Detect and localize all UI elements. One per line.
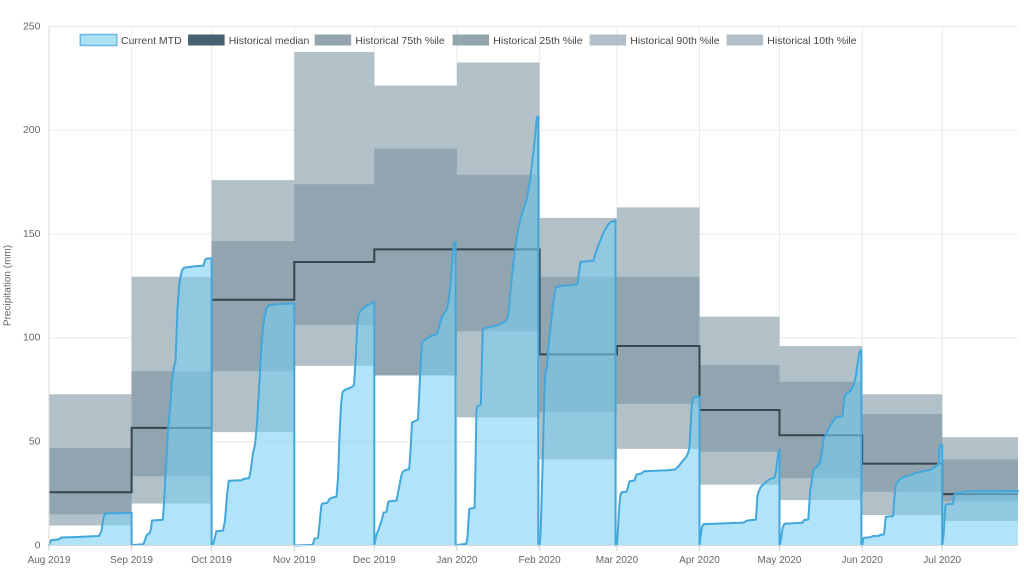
svg-text:200: 200 (23, 124, 41, 136)
svg-text:Historical 75th %ile: Historical 75th %ile (355, 35, 444, 47)
svg-text:Mar 2020: Mar 2020 (596, 555, 639, 566)
svg-text:150: 150 (23, 228, 41, 240)
svg-text:Current MTD: Current MTD (121, 35, 182, 47)
svg-text:Historical 90th %ile: Historical 90th %ile (630, 35, 719, 47)
svg-text:Feb 2020: Feb 2020 (518, 555, 561, 566)
svg-text:100: 100 (23, 332, 41, 344)
svg-text:Aug 2019: Aug 2019 (28, 555, 71, 566)
svg-text:Sep 2019: Sep 2019 (110, 555, 153, 566)
svg-text:Jun 2020: Jun 2020 (842, 555, 884, 566)
svg-text:0: 0 (35, 539, 41, 551)
svg-text:Precipitation (mm): Precipitation (mm) (3, 245, 14, 326)
svg-text:Historical 25th %ile: Historical 25th %ile (493, 35, 582, 47)
svg-text:Historical 10th %ile: Historical 10th %ile (767, 35, 856, 47)
svg-text:Jul 2020: Jul 2020 (923, 555, 961, 566)
svg-text:May 2020: May 2020 (758, 555, 802, 566)
svg-text:Apr 2020: Apr 2020 (679, 555, 720, 566)
svg-text:Historical median: Historical median (229, 35, 310, 47)
svg-text:Nov 2019: Nov 2019 (273, 555, 316, 566)
svg-text:Dec 2019: Dec 2019 (353, 555, 396, 566)
svg-text:Oct 2019: Oct 2019 (191, 555, 232, 566)
svg-text:250: 250 (23, 20, 41, 32)
svg-text:50: 50 (29, 436, 41, 448)
svg-text:Jan 2020: Jan 2020 (436, 555, 478, 566)
